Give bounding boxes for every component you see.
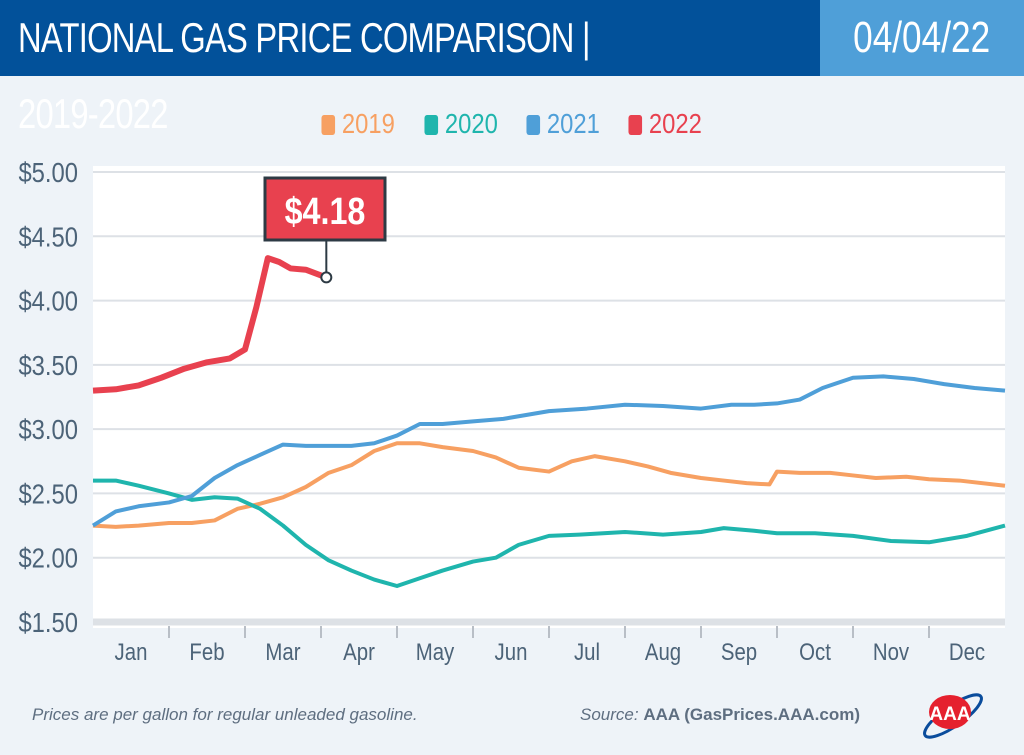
source: Source: AAA (GasPrices.AAA.com) — [580, 705, 860, 725]
legend: 2019 2020 2021 2022 — [0, 108, 1024, 140]
legend-swatch — [321, 115, 336, 135]
legend-swatch — [526, 115, 541, 135]
legend-label: 2021 — [546, 108, 600, 139]
legend-label: 2019 — [342, 108, 396, 139]
source-label: Source: — [580, 705, 639, 724]
y-tick-label: $3.50 — [18, 349, 78, 381]
x-tick-label: Apr — [343, 638, 375, 665]
x-tick-label: Aug — [645, 638, 681, 665]
x-tick-label: Jan — [115, 638, 148, 665]
x-tick-label: Jul — [574, 638, 600, 665]
source-value: AAA (GasPrices.AAA.com) — [643, 705, 860, 724]
y-tick-label: $1.50 — [18, 606, 78, 638]
x-tick-label: Dec — [949, 638, 985, 665]
legend-label: 2022 — [649, 108, 703, 139]
y-tick-label: $2.50 — [18, 478, 78, 510]
series-line-2022 — [92, 255, 328, 394]
y-tick-label: $4.50 — [18, 220, 78, 252]
y-tick-label: $5.00 — [18, 156, 78, 188]
x-tick-label: Jun — [495, 638, 528, 665]
callout-box — [263, 176, 387, 242]
chart-title: NATIONAL GAS PRICE COMPARISON | 2019-202… — [0, 0, 820, 137]
svg-text:AAA: AAA — [929, 704, 970, 725]
x-tick-label: Nov — [873, 638, 910, 665]
legend-label: 2020 — [444, 108, 498, 139]
legend-swatch — [424, 115, 438, 135]
y-tick-label: $2.00 — [18, 542, 78, 574]
plot-area — [93, 166, 1005, 628]
footnote: Prices are per gallon for regular unlead… — [32, 705, 418, 724]
x-tick-label: May — [416, 638, 455, 665]
callout-dot — [320, 271, 333, 284]
x-tick-label: Sep — [721, 638, 757, 665]
x-tick-label: Mar — [265, 638, 301, 665]
x-tick-label: Feb — [189, 638, 224, 665]
series-line-2019 — [92, 441, 1006, 529]
series-line-2021 — [91, 374, 1006, 528]
legend-swatch — [628, 115, 643, 135]
legend-item-2022: 2022 — [628, 108, 703, 140]
legend-item-2021: 2021 — [526, 108, 600, 140]
aaa-logo: AAA — [923, 693, 983, 739]
callout-label: $4.18 — [285, 191, 366, 233]
legend-item-2020: 2020 — [424, 108, 498, 140]
legend-item-2019: 2019 — [321, 108, 396, 140]
y-tick-label: $3.00 — [18, 413, 78, 445]
date-badge: 04/04/22 — [820, 0, 1024, 76]
y-tick-label: $4.00 — [18, 285, 78, 317]
x-tick-label: Oct — [799, 638, 831, 665]
series-line-2020 — [93, 478, 1006, 588]
